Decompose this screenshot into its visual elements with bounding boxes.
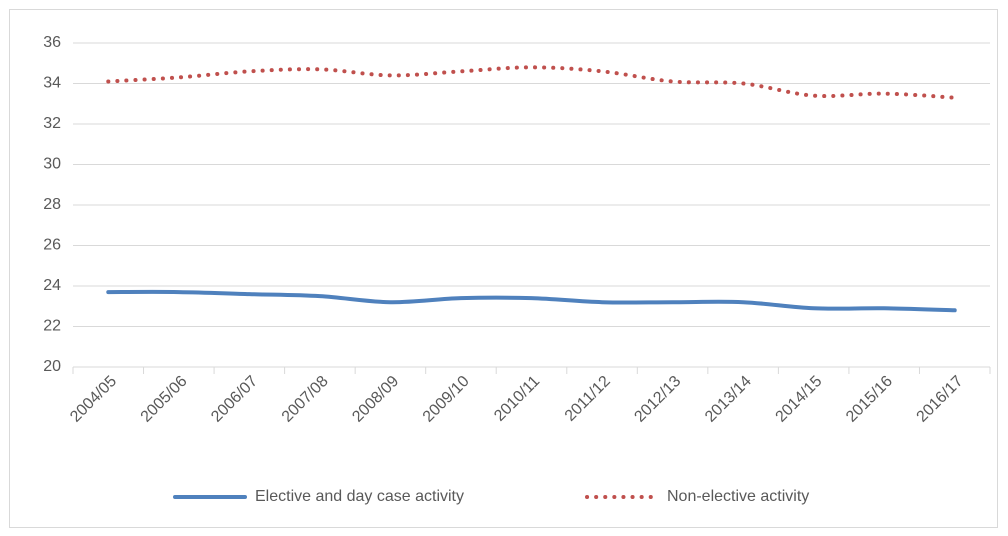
legend-label: Elective and day case activity: [255, 488, 464, 505]
y-tick-label: 24: [43, 277, 61, 294]
y-tick-label: 34: [43, 75, 61, 92]
series-line: [106, 65, 957, 100]
y-tick-label: 36: [43, 34, 61, 51]
y-tick-label: 22: [43, 318, 61, 335]
y-tick-label: 30: [43, 156, 61, 173]
legend-label: Non-elective activity: [667, 488, 809, 505]
y-tick-label: 26: [43, 237, 61, 254]
y-tick-label: 20: [43, 358, 61, 375]
y-tick-label: 32: [43, 115, 61, 132]
series-line: [106, 289, 957, 313]
chart-frame: [9, 9, 998, 528]
y-tick-label: 28: [43, 196, 61, 213]
